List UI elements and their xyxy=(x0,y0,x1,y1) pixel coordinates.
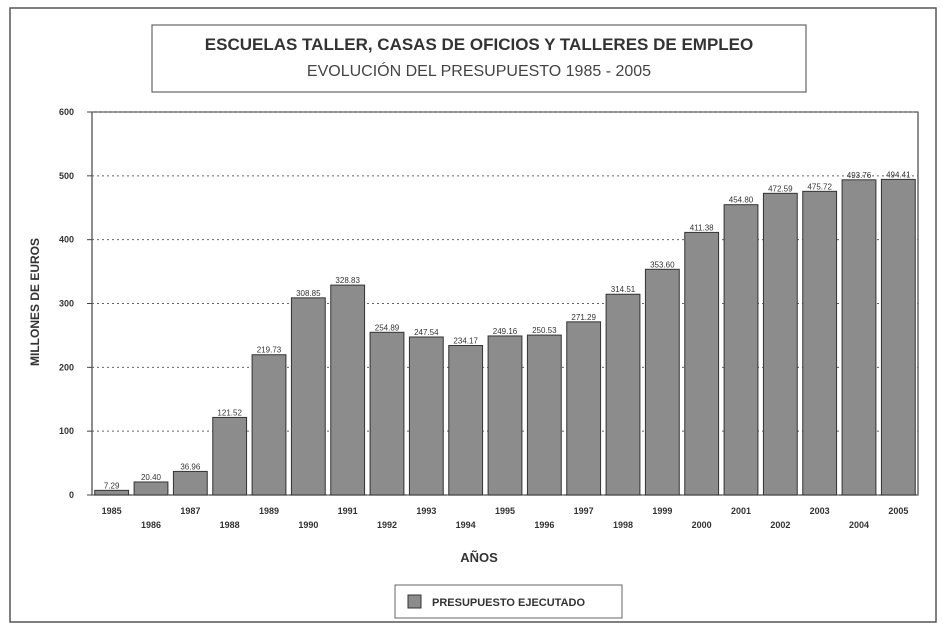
chart-subtitle: EVOLUCIÓN DEL PRESUPUESTO 1985 - 2005 xyxy=(307,61,651,80)
x-tick-label: 1995 xyxy=(495,506,515,516)
x-tick-label: 2004 xyxy=(849,520,869,530)
x-tick-label: 1991 xyxy=(338,506,358,516)
data-label: 314.51 xyxy=(611,285,636,294)
bar xyxy=(723,204,759,496)
data-label: 234.17 xyxy=(453,337,478,346)
x-tick-label: 1987 xyxy=(180,506,200,516)
x-tick-label: 1990 xyxy=(298,520,318,530)
x-tick-label: 1999 xyxy=(652,506,672,516)
bar xyxy=(526,334,562,496)
legend-label: PRESUPUESTO EJECUTADO xyxy=(432,597,585,609)
data-label: 271.29 xyxy=(571,313,596,322)
x-tick-label: 1997 xyxy=(574,506,594,516)
data-label: 36.96 xyxy=(180,462,201,471)
bar xyxy=(605,293,641,496)
bar xyxy=(251,354,287,496)
data-label: 219.73 xyxy=(257,346,282,355)
x-tick-label: 2000 xyxy=(692,520,712,530)
data-label: 494.41 xyxy=(886,170,911,179)
data-label: 20.40 xyxy=(141,473,162,482)
x-tick-label: 1985 xyxy=(102,506,122,516)
bar xyxy=(684,231,720,496)
y-tick-label: 100 xyxy=(59,426,74,436)
chart-title: ESCUELAS TALLER, CASAS DE OFICIOS Y TALL… xyxy=(205,35,753,54)
data-label: 411.38 xyxy=(690,223,714,232)
data-label: 250.53 xyxy=(532,326,557,335)
x-tick-label: 2005 xyxy=(888,506,908,516)
data-label: 475.72 xyxy=(807,182,832,191)
legend-box xyxy=(394,584,623,619)
y-tick-label: 300 xyxy=(59,299,74,309)
x-tick-label: 1994 xyxy=(456,520,476,530)
bar xyxy=(644,268,680,496)
y-tick-label: 500 xyxy=(59,171,74,181)
legend-swatch xyxy=(407,594,422,609)
x-tick-label: 1993 xyxy=(416,506,436,516)
data-label: 472.59 xyxy=(768,184,793,193)
y-tick-label: 200 xyxy=(59,362,74,372)
data-label: 328.83 xyxy=(335,276,360,285)
bar xyxy=(369,331,405,496)
x-axis-title: AÑOS xyxy=(460,550,498,565)
data-label: 254.89 xyxy=(375,323,400,332)
y-tick-label: 0 xyxy=(69,490,74,500)
x-tick-label: 1998 xyxy=(613,520,633,530)
data-label: 7.29 xyxy=(104,481,120,490)
x-tick-label: 2002 xyxy=(770,520,790,530)
bar xyxy=(94,489,130,496)
data-label: 353.60 xyxy=(650,260,675,269)
data-label: 308.85 xyxy=(296,289,321,298)
bar xyxy=(802,190,838,496)
x-tick-label: 1988 xyxy=(220,520,240,530)
data-label: 454.80 xyxy=(729,196,754,205)
bar xyxy=(487,335,523,496)
data-label: 493.76 xyxy=(847,171,872,180)
y-axis-title: MILLONES DE EUROS xyxy=(28,238,42,366)
bar xyxy=(330,284,366,496)
bar xyxy=(448,345,484,496)
y-tick-label: 400 xyxy=(59,235,74,245)
x-tick-label: 2003 xyxy=(810,506,830,516)
bar xyxy=(841,179,877,496)
data-label: 249.16 xyxy=(493,327,518,336)
data-label: 247.54 xyxy=(414,328,439,337)
bar xyxy=(212,416,248,496)
x-tick-label: 2001 xyxy=(731,506,751,516)
x-tick-label: 1996 xyxy=(534,520,554,530)
bar xyxy=(762,192,798,496)
title-box xyxy=(151,24,807,93)
bar xyxy=(172,470,208,496)
data-label: 121.52 xyxy=(217,408,242,417)
x-tick-label: 1989 xyxy=(259,506,279,516)
bar xyxy=(408,336,444,496)
x-tick-label: 1992 xyxy=(377,520,397,530)
bar xyxy=(133,481,169,496)
bar xyxy=(290,297,326,496)
x-tick-label: 1986 xyxy=(141,520,161,530)
bar xyxy=(880,178,916,496)
bar xyxy=(566,321,602,496)
y-tick-label: 600 xyxy=(59,107,74,117)
